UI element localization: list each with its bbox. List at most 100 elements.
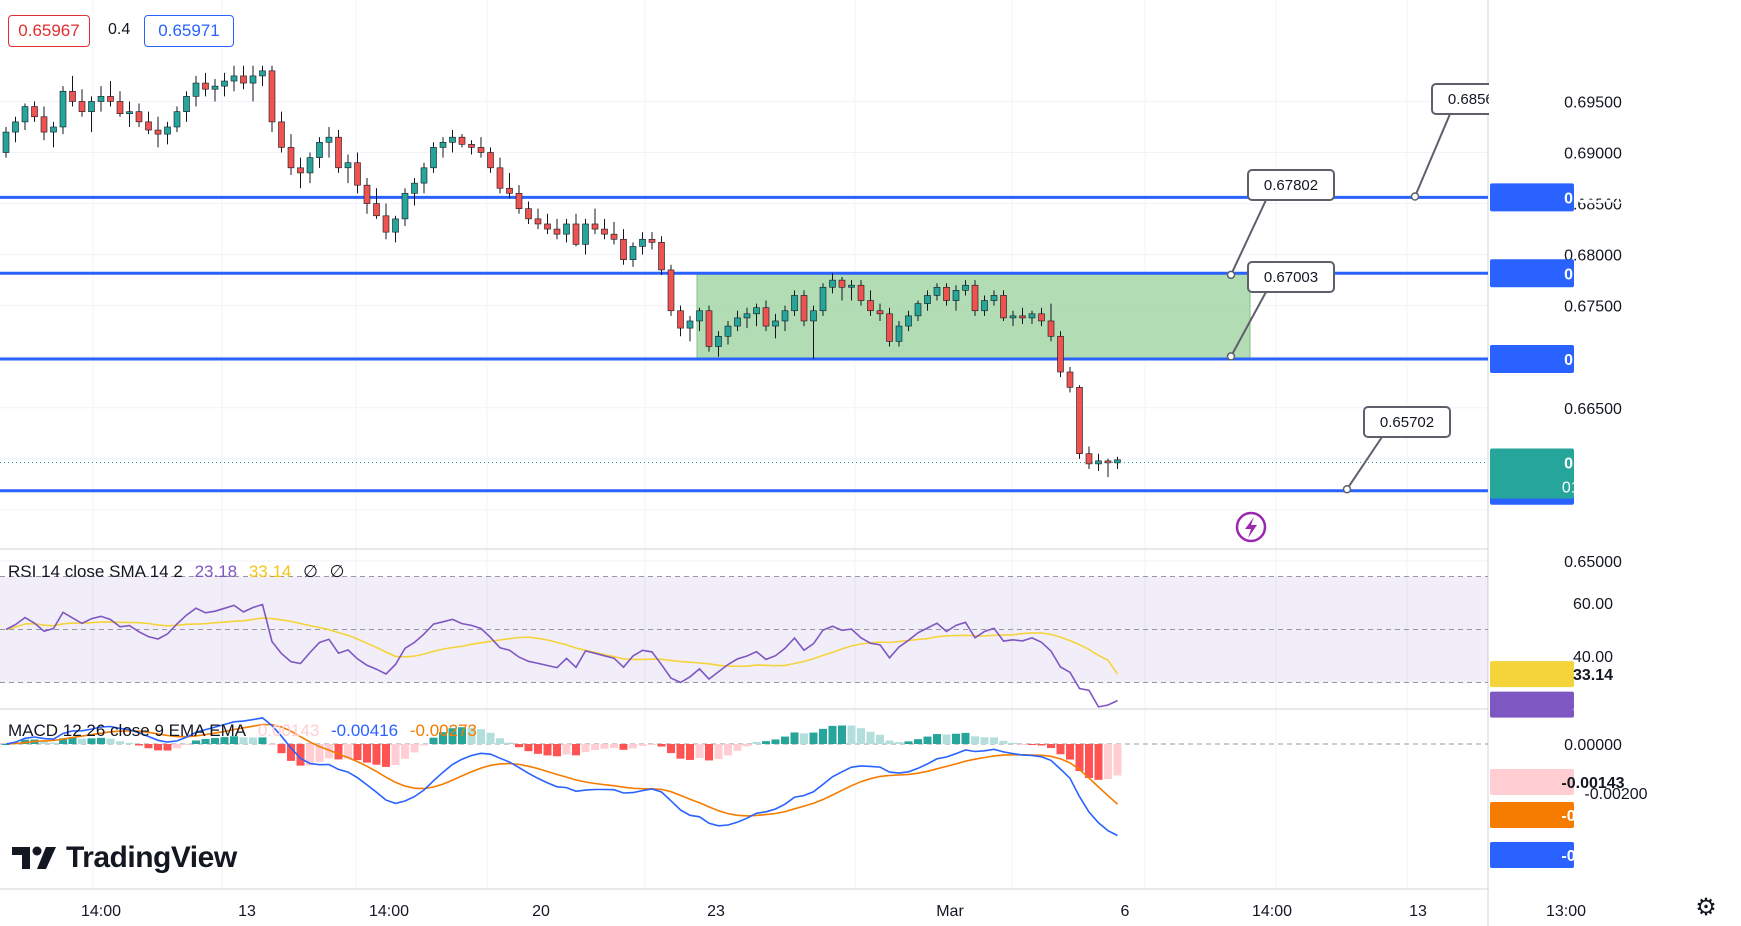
time-axis-label: 13 bbox=[1409, 903, 1427, 920]
candle-body bbox=[990, 295, 998, 301]
rsi-line bbox=[5, 603, 1118, 708]
macd-histogram-bar bbox=[258, 737, 267, 744]
macd-histogram-bar bbox=[705, 744, 713, 761]
ask-price-button[interactable]: 0.65971 bbox=[144, 15, 234, 47]
candle-body bbox=[848, 284, 855, 288]
macd-histogram-bar bbox=[838, 725, 846, 744]
macd-histogram-bar bbox=[1037, 744, 1046, 746]
macd-histogram-bar bbox=[562, 744, 571, 755]
candle-body bbox=[211, 85, 219, 90]
macd-value: -0.00416 bbox=[331, 721, 399, 740]
rsi-sma-line bbox=[5, 617, 1119, 675]
candle-body bbox=[173, 111, 181, 128]
time-axis[interactable]: 14:00 13 14:00 20 23 Mar 6 14:00 13 13:00 bbox=[81, 903, 1586, 920]
callout-box bbox=[1247, 261, 1335, 293]
macd-histogram-bar bbox=[68, 737, 77, 744]
time-axis-label: 13:00 bbox=[1546, 903, 1586, 920]
candle-body bbox=[1038, 313, 1045, 322]
macd-histogram-bar bbox=[306, 744, 314, 766]
macd-histogram-bar bbox=[410, 744, 419, 753]
candle-body bbox=[1076, 387, 1083, 454]
flash-icon[interactable] bbox=[1235, 511, 1267, 543]
candle-body bbox=[829, 279, 836, 288]
price-callouts[interactable]: 0.68569 0.67802 0.67003 0.65702 bbox=[1226, 83, 1519, 494]
macd-histogram-bar bbox=[287, 744, 295, 761]
macd-histogram-bar bbox=[952, 733, 960, 744]
candle-body bbox=[1047, 320, 1055, 337]
candle-body bbox=[50, 126, 57, 133]
macd-hist-value: 0.00143 bbox=[257, 721, 320, 740]
candle-body bbox=[582, 223, 589, 245]
candle-body bbox=[772, 320, 779, 327]
macd-histogram-bar bbox=[505, 742, 514, 744]
macd-signal-line bbox=[5, 723, 1119, 817]
macd-histogram-bar bbox=[315, 744, 324, 763]
bid-price-button[interactable]: 0.65967 bbox=[8, 15, 90, 47]
macd-histogram-bar bbox=[971, 736, 979, 744]
rsi-legend[interactable]: RSI 14 close SMA 14 2 23.18 33.14 ∅ ∅ bbox=[8, 562, 351, 582]
macd-histogram-bar bbox=[1009, 742, 1017, 744]
macd-histogram-bar bbox=[230, 736, 238, 744]
candle-body bbox=[886, 313, 893, 342]
horizontal-levels[interactable] bbox=[0, 195, 1488, 493]
candle-body bbox=[59, 90, 67, 128]
level-price-label-bg bbox=[1490, 183, 1574, 212]
macd-histogram-bar bbox=[277, 744, 286, 754]
candle-body bbox=[952, 290, 960, 301]
price-axis[interactable]: 0.69500 0.69000 0.68500 0.68000 0.67500 0.665… bbox=[1489, 0, 1741, 926]
macd-histogram-bar bbox=[524, 744, 533, 752]
macd-signal-value: -0.00273 bbox=[409, 721, 477, 740]
callout-label: 0.67003 bbox=[1264, 269, 1318, 286]
macd-histogram-bar bbox=[847, 725, 856, 744]
settings-gear-icon[interactable]: ⚙ bbox=[1695, 894, 1717, 921]
candle-body bbox=[126, 111, 133, 115]
macd-histogram-bar bbox=[372, 744, 381, 765]
macd-histogram-bar bbox=[895, 742, 903, 744]
macd-histogram-bar bbox=[49, 742, 58, 744]
macd-histogram-bar bbox=[990, 737, 998, 744]
macd-histogram-bar bbox=[781, 736, 789, 744]
candle-body bbox=[781, 310, 789, 322]
candle-body bbox=[249, 75, 257, 84]
macd-histogram-bar bbox=[980, 737, 989, 744]
macd-histogram-bar bbox=[667, 744, 675, 754]
macd-histogram-bar bbox=[353, 744, 362, 761]
candle-body bbox=[724, 325, 732, 337]
time-axis-label: 14:00 bbox=[369, 903, 409, 920]
macd-legend[interactable]: MACD 12 26 close 9 EMA EMA 0.00143 -0.00… bbox=[8, 721, 484, 741]
macd-histogram-bar bbox=[334, 744, 343, 760]
macd-histogram-bar bbox=[325, 744, 333, 759]
macd-histogram-bar bbox=[2, 744, 10, 745]
macd-histogram-bar bbox=[439, 732, 447, 744]
candle-body bbox=[40, 116, 48, 133]
candle-body bbox=[344, 162, 352, 169]
time-axis-label: Mar bbox=[936, 903, 964, 920]
level-price-label-bg bbox=[1490, 259, 1574, 288]
rsi-sma-axis-label: 33.14 bbox=[1573, 667, 1613, 684]
macd-histogram-bar bbox=[106, 738, 115, 744]
macd-histogram-bar bbox=[752, 741, 761, 744]
candle-body bbox=[154, 129, 162, 135]
candle-body bbox=[382, 215, 390, 233]
candle-body bbox=[867, 300, 874, 312]
rsi-axis-label: 60.00 bbox=[1573, 596, 1613, 613]
macd-histogram-bar bbox=[486, 732, 495, 744]
candle-body bbox=[164, 126, 171, 135]
candle-body bbox=[591, 223, 599, 230]
macd-histogram-bar bbox=[857, 728, 865, 744]
tradingview-logo[interactable]: TradingView bbox=[12, 838, 237, 878]
rsi-axis-label: 40.00 bbox=[1573, 649, 1613, 666]
candle-body bbox=[971, 284, 979, 312]
spread-value: 0.4 bbox=[108, 21, 131, 38]
candle-body bbox=[962, 284, 969, 291]
candle-body bbox=[667, 269, 675, 312]
macd-histogram-bar bbox=[619, 744, 628, 750]
candle-body bbox=[135, 111, 143, 123]
macd-histogram-bar bbox=[97, 737, 105, 744]
price-axis-label: 0.65000 bbox=[1564, 554, 1622, 571]
macd-histogram-bar bbox=[809, 732, 818, 744]
macd-histogram-bar bbox=[743, 744, 751, 747]
candle-body bbox=[392, 218, 399, 233]
